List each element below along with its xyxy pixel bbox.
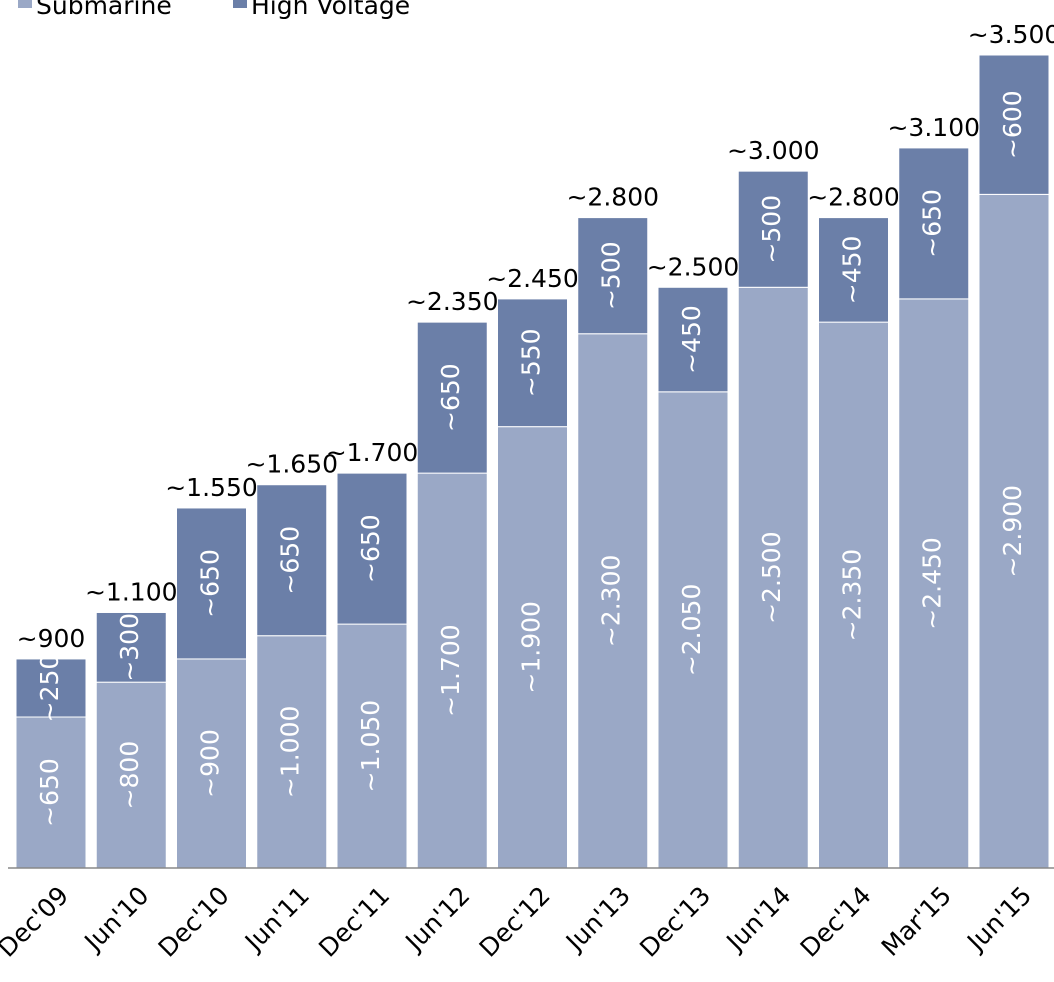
x-tick-label: Dec'11 [313,881,395,963]
legend-label: Submarine [36,0,172,20]
value-label: ~1.900 [517,601,546,694]
total-label: ~3.100 [887,113,980,142]
value-label: ~2.450 [918,537,947,630]
bar-segment [497,426,568,869]
total-label: ~2.350 [406,287,499,316]
bar-segment [416,321,488,474]
x-tick-label: Dec'14 [795,881,877,963]
bar-segment [737,286,809,869]
value-label: ~550 [517,328,546,397]
total-label: ~1.700 [326,438,419,467]
value-label: ~2.300 [597,555,626,648]
bar-segment [497,298,568,428]
value-label: ~600 [998,90,1027,159]
total-label: ~3.000 [727,136,820,165]
total-label: ~1.100 [85,577,178,606]
bar-segment [978,54,1050,195]
total-label: ~2.450 [486,264,579,293]
bar-segment [737,170,809,288]
value-label: ~1.700 [436,624,465,717]
bar-segment [577,333,649,869]
bar-segment [336,472,408,625]
total-label: ~1.550 [165,473,258,502]
x-tick-label: Mar'15 [876,881,957,962]
bar-segment [898,147,970,300]
value-label: ~650 [276,526,305,595]
value-label: ~500 [597,241,626,310]
value-label: ~650 [918,189,947,258]
value-label: ~450 [677,305,706,374]
value-label: ~650 [196,549,225,618]
bar-segment [577,217,649,335]
x-tick-label: Jun'14 [720,881,797,958]
value-label: ~800 [115,741,144,810]
total-label: ~2.500 [647,252,740,281]
total-label: ~1.650 [245,450,338,479]
bar-segment [898,298,970,869]
bar-segment [657,286,729,393]
value-label: ~2.500 [757,531,786,624]
bar-segment [15,658,87,718]
value-label: ~2.900 [998,485,1027,578]
bar-segment [176,658,247,869]
total-label: ~3.500 [968,20,1054,49]
value-label: ~1.050 [356,700,385,793]
bar-segment [256,484,328,637]
value-label: ~650 [436,363,465,432]
bar-segment [95,611,167,683]
value-label: ~450 [838,236,867,305]
value-label: ~250 [35,654,64,723]
x-tick-label: Jun'13 [559,881,636,958]
bar-segment [818,217,889,323]
bar-segment [15,716,87,869]
bar-segment [416,472,488,869]
x-tick-label: Dec'10 [153,881,235,963]
x-tick-label: Dec'12 [474,881,556,963]
total-label: ~2.800 [807,183,900,212]
bar-segment [657,391,729,869]
bar-segment [818,321,889,869]
bar-segment [978,193,1050,869]
legend-swatch [18,0,32,8]
legend-label: High Voltage [251,0,410,20]
x-tick-label: Jun'11 [238,881,315,958]
value-label: ~900 [196,729,225,798]
legend-swatch [233,0,247,8]
value-label: ~1.000 [276,706,305,799]
value-label: ~300 [115,613,144,682]
value-label: ~500 [757,195,786,264]
value-label: ~2.050 [677,584,706,677]
x-tick-label: Dec'13 [634,881,716,963]
value-label: ~2.350 [838,549,867,642]
x-tick-label: Jun'10 [78,881,155,958]
x-tick-label: Dec'09 [0,881,74,963]
bar-segment [176,507,247,660]
x-tick-label: Jun'12 [399,881,476,958]
value-label: ~650 [356,514,385,583]
value-label: ~650 [35,758,64,827]
total-label: ~2.800 [566,183,659,212]
total-label: ~900 [17,624,86,653]
x-tick-label: Jun'15 [960,881,1037,958]
